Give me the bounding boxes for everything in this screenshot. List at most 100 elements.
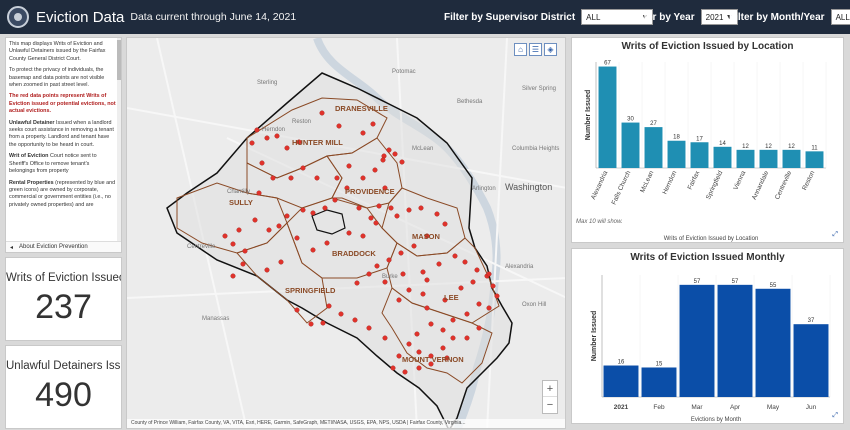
bar[interactable] — [621, 122, 640, 168]
eviction-point — [319, 110, 325, 116]
zoom-in-button[interactable]: + — [543, 381, 557, 397]
eviction-point — [428, 361, 434, 367]
writs-indicator-value: 237 — [35, 288, 92, 326]
bar[interactable] — [679, 284, 715, 397]
info-paragraph: This map displays Writs of Eviction and … — [9, 41, 106, 62]
eviction-point — [434, 211, 440, 217]
bar[interactable] — [603, 365, 639, 397]
category-tick-label: McLean — [639, 170, 655, 194]
place-label: Alexandria — [505, 264, 534, 270]
eviction-point — [424, 305, 430, 311]
month-filter-select[interactable]: ALL ▼ — [830, 9, 850, 25]
location-bar-chart[interactable]: 67 Alexandria 30 Falls Church 27 McLean 18 Hern… — [572, 38, 844, 243]
term: Rental Properties — [9, 179, 54, 186]
home-icon[interactable]: ⌂ — [514, 43, 527, 56]
eviction-point — [440, 345, 446, 351]
eviction-point — [442, 297, 448, 303]
eviction-point — [406, 207, 412, 213]
bar[interactable] — [717, 284, 753, 397]
year-filter: Filter by Year 2021 ▼ — [632, 9, 738, 25]
bar[interactable] — [782, 149, 801, 168]
bar[interactable] — [793, 324, 829, 397]
bar[interactable] — [805, 151, 824, 168]
eviction-point — [320, 320, 326, 326]
chevron-down-icon: ▼ — [641, 13, 649, 21]
eviction-point — [230, 273, 236, 279]
category-tick-label: Alexandria — [590, 170, 609, 201]
category-tick-label: Falls Church — [611, 170, 633, 206]
year-filter-select[interactable]: 2021 ▼ — [700, 9, 738, 25]
bar[interactable] — [736, 149, 755, 168]
district-label-sully: SULLY — [229, 198, 253, 207]
map-canvas: Potomac Bethesda Silver Spring Arlington… — [127, 38, 565, 428]
eviction-point — [402, 369, 408, 375]
district-filter-select[interactable]: ALL ▼ — [581, 9, 654, 25]
eviction-point — [230, 241, 236, 247]
info-text[interactable]: This map displays Writs of Eviction and … — [6, 38, 121, 241]
layers-icon[interactable]: ◈ — [544, 43, 557, 56]
eviction-point — [464, 311, 470, 317]
data-label: 12 — [742, 144, 749, 150]
bar[interactable] — [755, 288, 791, 397]
eviction-point — [296, 139, 302, 145]
eviction-point — [450, 335, 456, 341]
detainers-indicator: Unlawful Detainers Issuec 490 — [5, 345, 122, 429]
category-tick-label: Mar — [691, 404, 703, 411]
data-label: 12 — [788, 144, 795, 150]
eviction-point — [440, 327, 446, 333]
eviction-point — [428, 353, 434, 359]
info-paragraph: To protect the privacy of individuals, t… — [9, 67, 105, 89]
eviction-point — [254, 127, 260, 133]
category-tick-label: Herndon — [661, 170, 678, 196]
eviction-point — [452, 253, 458, 259]
bar[interactable] — [644, 127, 663, 168]
expand-icon[interactable]: ⤢ — [832, 412, 838, 419]
category-tick-label: Apr — [730, 404, 741, 411]
eviction-point — [388, 205, 394, 211]
definition: Issued when a landlord seeks court assis… — [9, 119, 114, 148]
eviction-point — [382, 279, 388, 285]
place-label: Manassas — [202, 316, 229, 322]
monthly-bar-chart[interactable]: 16 2021 15 Feb 57 Mar 57 Apr 55 May 37 Jun Number Is… — [572, 249, 844, 424]
district-filter-label: Filter by Supervisor District — [444, 11, 576, 23]
info-scrollbar[interactable] — [117, 38, 121, 241]
eviction-point — [486, 305, 492, 311]
eviction-point — [414, 331, 420, 337]
bar[interactable] — [713, 146, 732, 168]
eviction-point — [476, 325, 482, 331]
header-bar: Eviction Data Data current through June … — [0, 0, 850, 34]
place-label: Arlington — [472, 186, 496, 192]
district-filter: Filter by Supervisor District ALL ▼ — [444, 9, 654, 25]
list-icon[interactable]: ☰ — [529, 43, 542, 56]
zoom-out-button[interactable]: − — [546, 399, 554, 411]
eviction-point — [458, 285, 464, 291]
eviction-point — [376, 203, 382, 209]
eviction-point — [326, 303, 332, 309]
bar[interactable] — [598, 66, 617, 168]
place-label: Bethesda — [457, 99, 483, 105]
eviction-map[interactable]: Potomac Bethesda Silver Spring Arlington… — [126, 37, 566, 429]
place-label: Reston — [292, 119, 311, 125]
term: Unlawful Detainer — [9, 119, 55, 126]
data-label: 57 — [694, 279, 701, 285]
about-eviction-prevention-link[interactable]: ◂ About Eviction Prevention — [6, 241, 121, 252]
eviction-point — [382, 185, 388, 191]
bar[interactable] — [667, 140, 686, 168]
map-attribution: County of Prince William, Fairfax County… — [127, 419, 565, 428]
eviction-point — [406, 341, 412, 347]
district-boundaries — [176, 97, 500, 384]
eviction-point — [284, 145, 290, 151]
eviction-point — [398, 250, 404, 256]
category-tick-label: Vienna — [732, 170, 747, 192]
eviction-point — [334, 175, 340, 181]
data-label: 27 — [650, 121, 657, 127]
bar[interactable] — [690, 142, 709, 168]
district-label-dranesville: DRANESVILLE — [335, 104, 388, 113]
eviction-point — [284, 213, 290, 219]
bar[interactable] — [641, 367, 677, 397]
bar[interactable] — [759, 149, 778, 168]
expand-icon[interactable]: ⤢ — [832, 231, 838, 238]
map-toolbar: ⌂ ☰ ◈ — [514, 43, 557, 56]
detainers-indicator-value: 490 — [35, 376, 92, 414]
eviction-point — [222, 233, 228, 239]
